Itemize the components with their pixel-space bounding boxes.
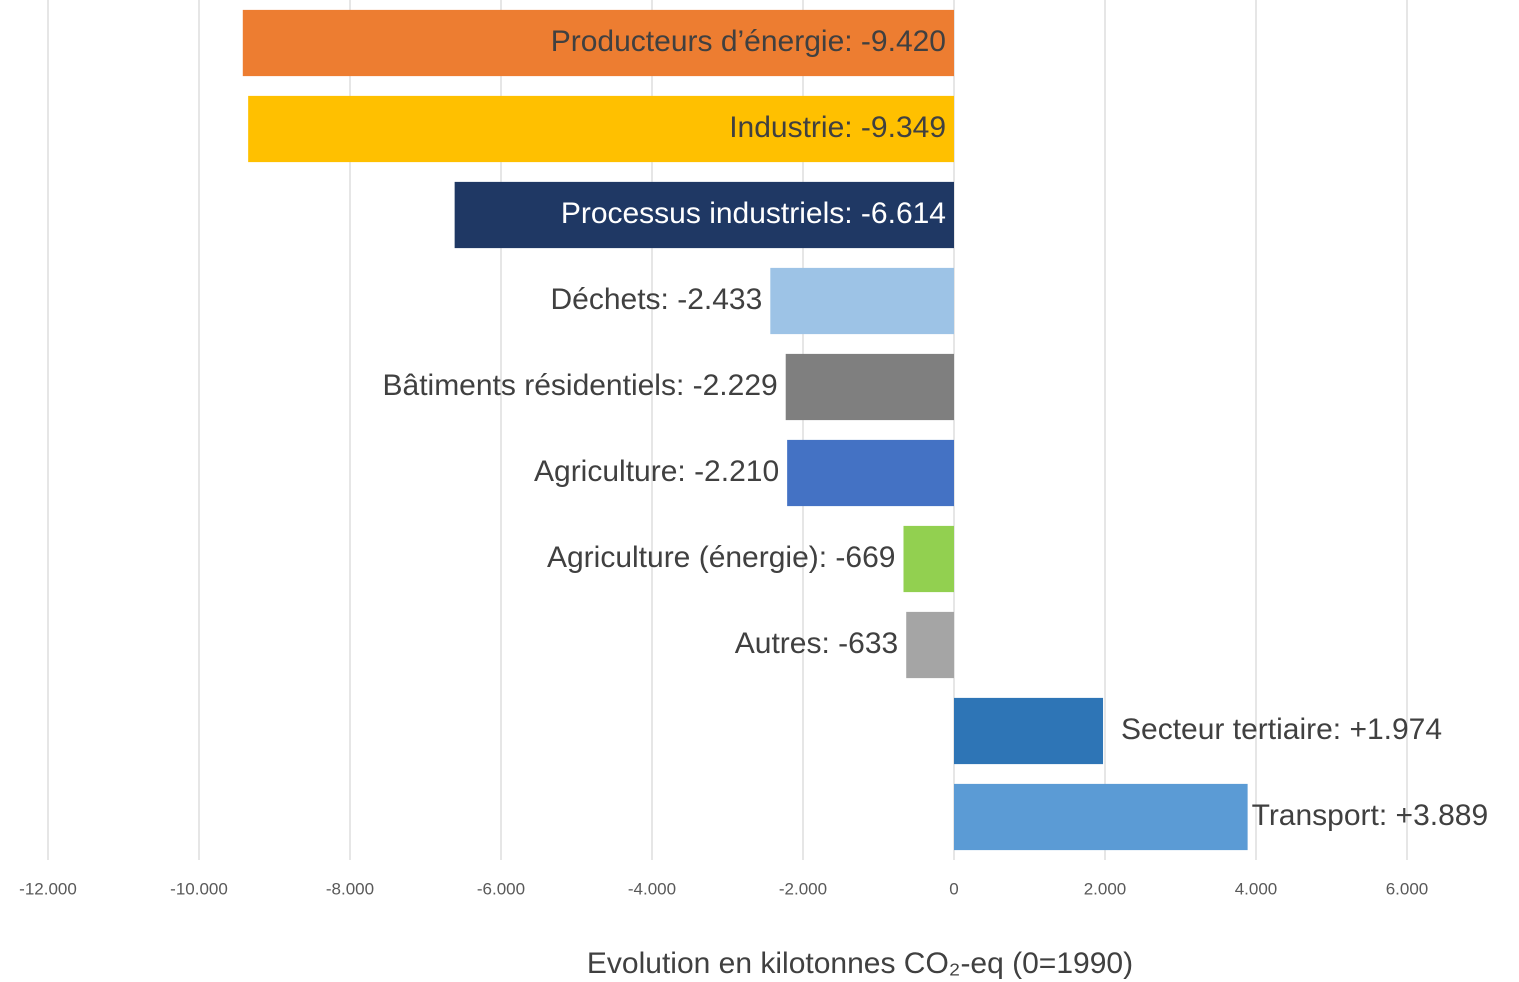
x-tick-label: -8.000 bbox=[326, 879, 374, 898]
x-tick-label: -10.000 bbox=[170, 879, 228, 898]
bar bbox=[248, 95, 954, 163]
data-label: Agriculture (énergie): -669 bbox=[547, 541, 896, 574]
bar bbox=[454, 181, 954, 249]
data-label: Producteurs d’énergie: -9.420 bbox=[551, 25, 946, 58]
data-label: Secteur tertiaire: +1.974 bbox=[1121, 713, 1442, 746]
bar bbox=[954, 783, 1248, 851]
x-tick-label: -4.000 bbox=[628, 879, 676, 898]
x-tick-label: 6.000 bbox=[1386, 879, 1429, 898]
data-label: Industrie: -9.349 bbox=[729, 111, 946, 144]
bar bbox=[242, 9, 955, 77]
bar bbox=[785, 353, 954, 421]
data-label: Autres: -633 bbox=[735, 627, 898, 660]
data-label: Transport: +3.889 bbox=[1252, 799, 1489, 832]
x-tick-label: 0 bbox=[949, 879, 958, 898]
data-label: Déchets: -2.433 bbox=[551, 283, 763, 316]
x-tick-label: -6.000 bbox=[477, 879, 525, 898]
bar bbox=[906, 611, 954, 679]
x-axis-label: Evolution en kilotonnes CO₂-eq (0=1990) bbox=[587, 947, 1133, 980]
bar bbox=[787, 439, 954, 507]
bar bbox=[903, 525, 954, 593]
data-label: Bâtiments résidentiels: -2.229 bbox=[383, 369, 778, 402]
data-label: Processus industriels: -6.614 bbox=[561, 197, 946, 230]
x-tick-label: -12.000 bbox=[19, 879, 77, 898]
x-tick-label: 2.000 bbox=[1084, 879, 1127, 898]
bar bbox=[954, 697, 1104, 765]
data-label: Agriculture: -2.210 bbox=[534, 455, 779, 488]
bar bbox=[770, 267, 954, 335]
x-tick-label: -2.000 bbox=[779, 879, 827, 898]
x-tick-label: 4.000 bbox=[1235, 879, 1278, 898]
